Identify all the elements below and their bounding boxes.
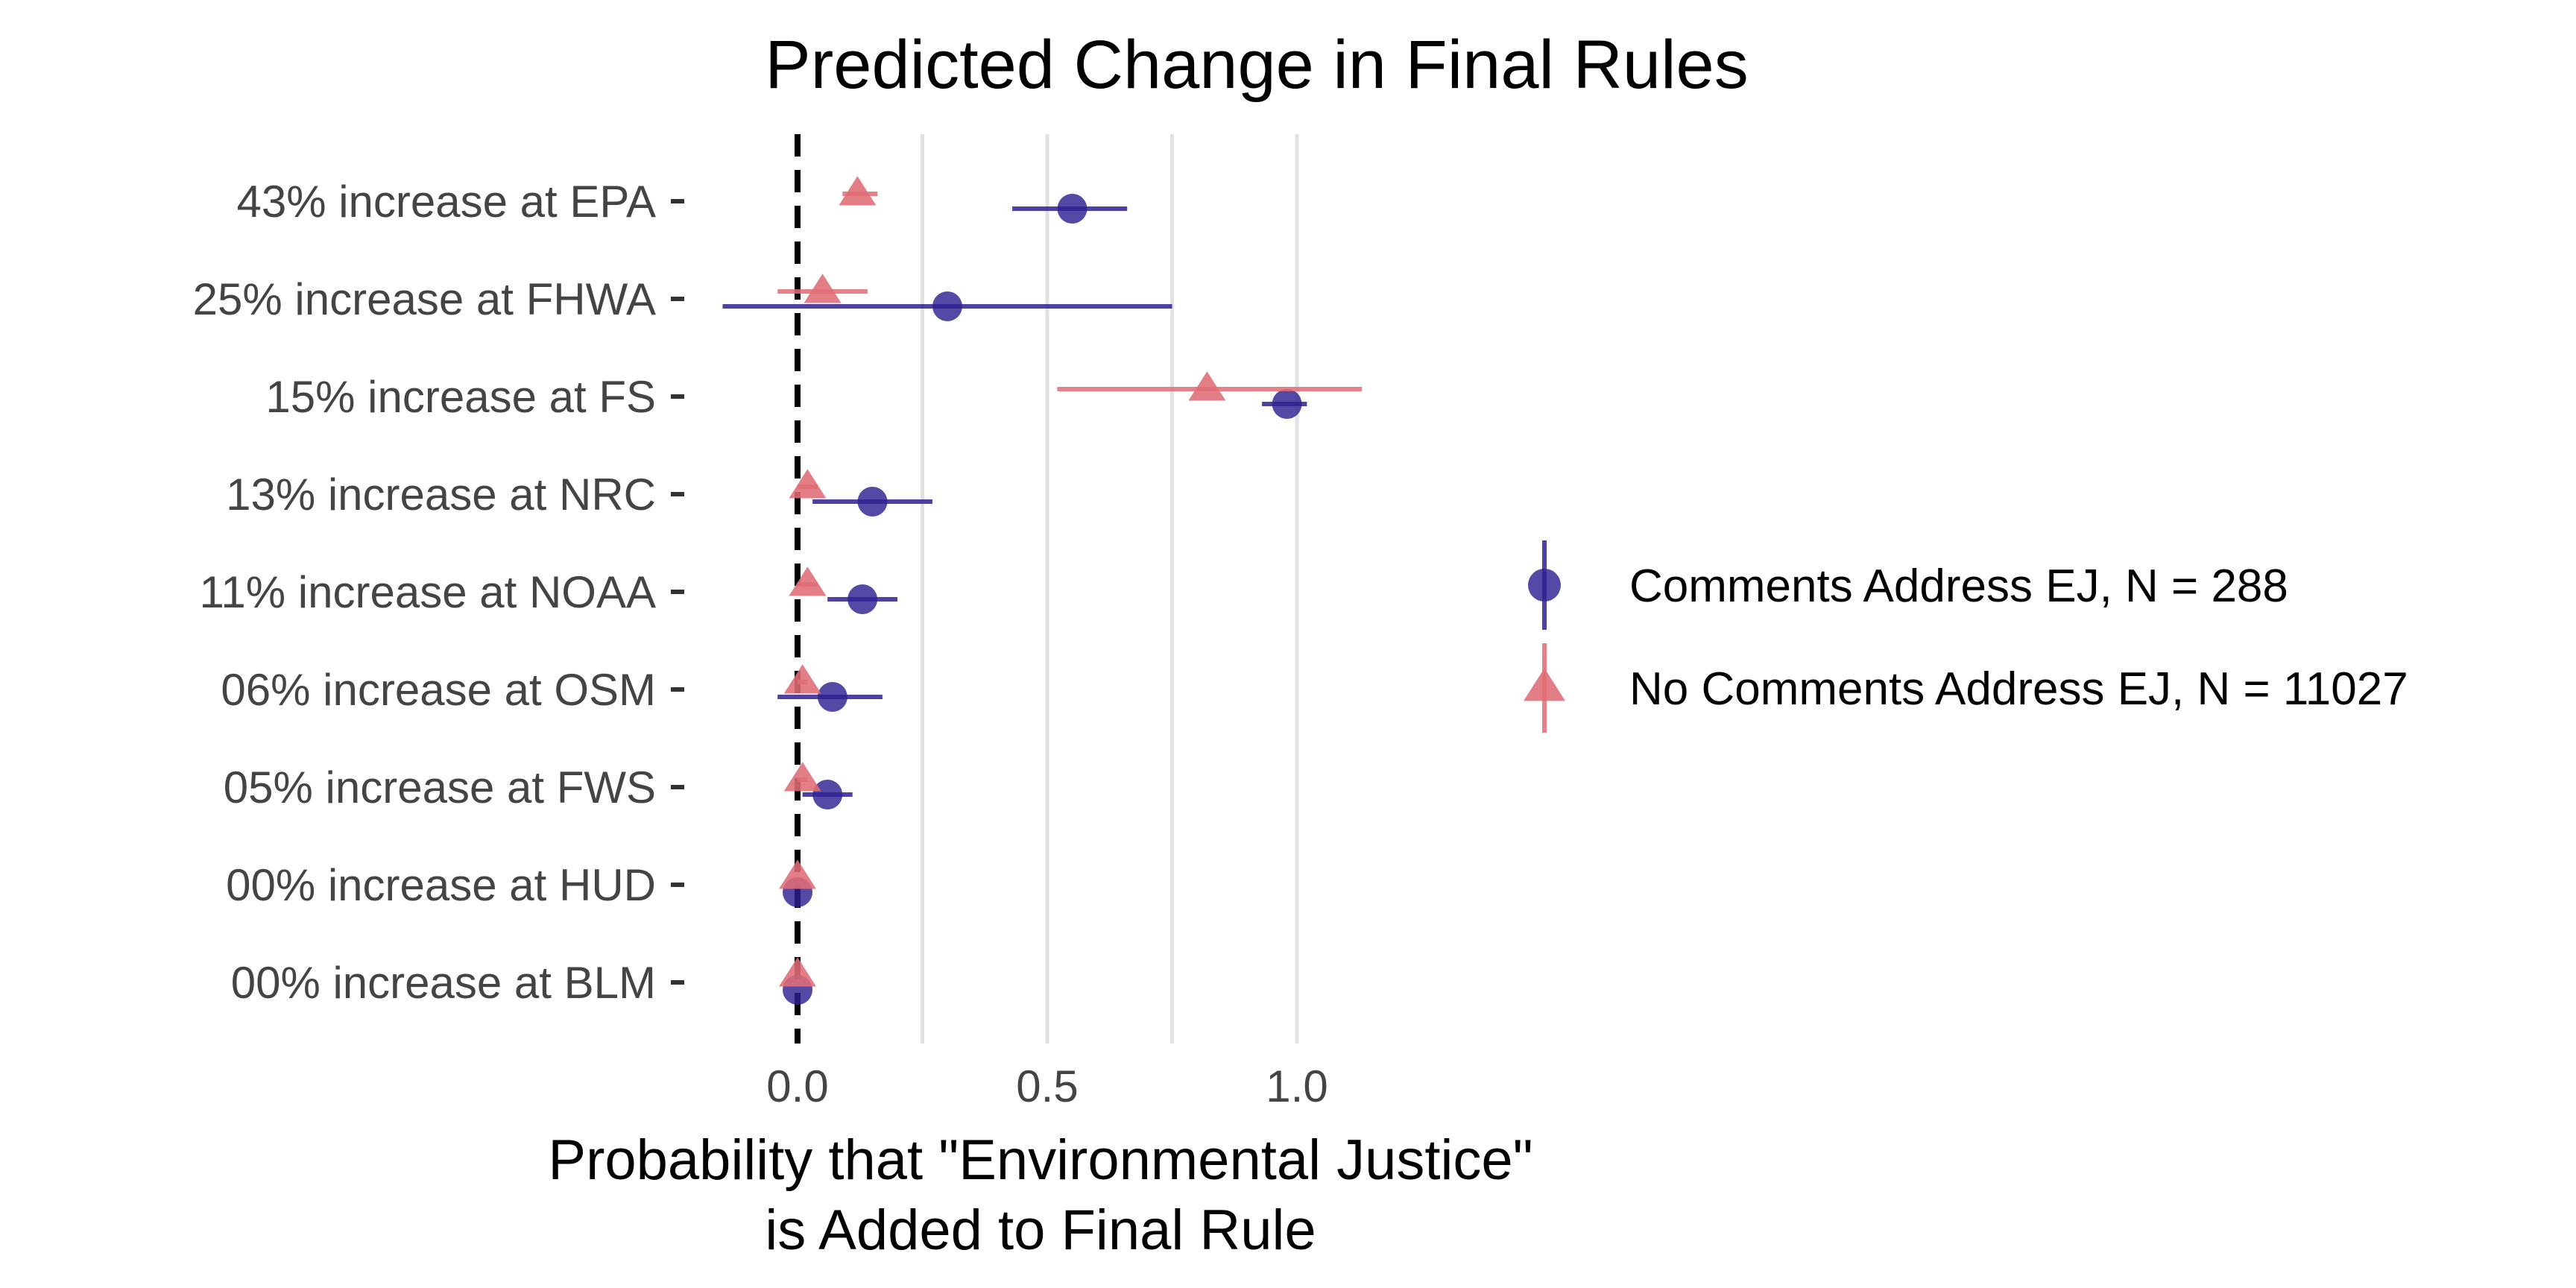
point-marker	[817, 682, 847, 712]
y-tick-label: 13% increase at NRC	[226, 470, 656, 520]
point-marker	[847, 584, 878, 614]
point-marker	[1188, 371, 1226, 401]
y-tick-label: 15% increase at FS	[265, 372, 656, 422]
y-tick-label: 06% increase at OSM	[221, 665, 656, 715]
chart-title: Predicted Change in Final Rules	[765, 27, 1748, 103]
point-marker	[804, 274, 842, 303]
legend-key-triangle	[1524, 668, 1565, 701]
x-tick-label: 1.0	[1266, 1061, 1328, 1111]
y-axis-ticks: 43% increase at EPA 25% increase at FHWA 1…	[193, 177, 684, 1008]
y-tick-label: 25% increase at FHWA	[193, 274, 656, 324]
point-marker	[1272, 389, 1302, 419]
y-tick-label: 00% increase at BLM	[231, 958, 656, 1008]
x-tick-label: 0.0	[766, 1061, 828, 1111]
point-marker	[1057, 194, 1087, 224]
point-marker	[779, 957, 816, 987]
legend-label: No Comments Address EJ, N = 11027	[1629, 663, 2408, 715]
x-axis-label-line-1: Probability that "Environmental Justice"	[548, 1128, 1532, 1192]
y-tick-label: 43% increase at EPA	[236, 177, 656, 227]
gridlines	[921, 134, 1299, 1044]
point-marker	[789, 566, 827, 596]
point-marker	[789, 469, 827, 499]
data-series	[722, 176, 1363, 1005]
point-marker	[839, 176, 877, 206]
point-marker	[932, 291, 962, 321]
y-tick-label: 11% increase at NOAA	[199, 567, 656, 617]
point-marker	[783, 664, 821, 694]
x-axis-label-line-2: is Added to Final Rule	[765, 1199, 1316, 1262]
y-tick-label: 00% increase at HUD	[226, 860, 656, 910]
y-tick-label: 05% increase at FWS	[224, 763, 656, 812]
x-axis-ticks: 0.0 0.5 1.0	[766, 1061, 1328, 1111]
series-no-comments-address-ej	[777, 176, 1363, 987]
x-tick-label: 0.5	[1016, 1061, 1078, 1111]
point-marker	[779, 859, 816, 889]
legend-key-circle	[1528, 569, 1561, 602]
legend-label: Comments Address EJ, N = 288	[1629, 561, 2288, 612]
point-marker	[857, 487, 888, 517]
point-marker	[783, 762, 821, 792]
legend: Comments Address EJ, N = 288 No Comments …	[1524, 540, 2408, 733]
point-marker	[812, 780, 843, 809]
